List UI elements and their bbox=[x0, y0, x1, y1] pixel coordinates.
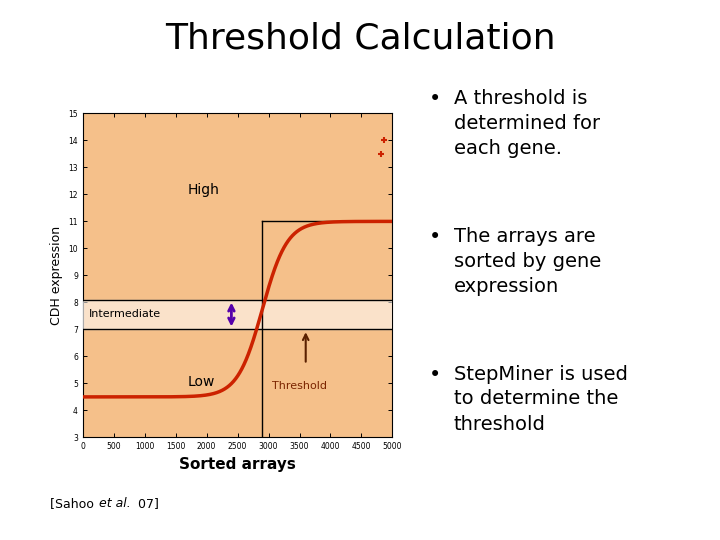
Text: •: • bbox=[428, 227, 441, 247]
Text: •: • bbox=[428, 89, 441, 109]
Text: Threshold: Threshold bbox=[271, 381, 327, 391]
Text: StepMiner is used
to determine the
threshold: StepMiner is used to determine the thres… bbox=[454, 364, 627, 434]
Text: High: High bbox=[188, 184, 220, 198]
Text: Threshold Calculation: Threshold Calculation bbox=[165, 22, 555, 56]
Text: 07]: 07] bbox=[134, 497, 159, 510]
X-axis label: Sorted arrays: Sorted arrays bbox=[179, 457, 296, 472]
Text: •: • bbox=[428, 364, 441, 384]
Text: The arrays are
sorted by gene
expression: The arrays are sorted by gene expression bbox=[454, 227, 601, 296]
Text: A threshold is
determined for
each gene.: A threshold is determined for each gene. bbox=[454, 89, 600, 158]
Text: [Sahoo: [Sahoo bbox=[50, 497, 98, 510]
Text: Intermediate: Intermediate bbox=[89, 309, 161, 319]
Text: Low: Low bbox=[188, 375, 215, 389]
Y-axis label: CDH expression: CDH expression bbox=[50, 226, 63, 325]
Text: et al.: et al. bbox=[99, 497, 131, 510]
Bar bbox=[83, 300, 392, 329]
